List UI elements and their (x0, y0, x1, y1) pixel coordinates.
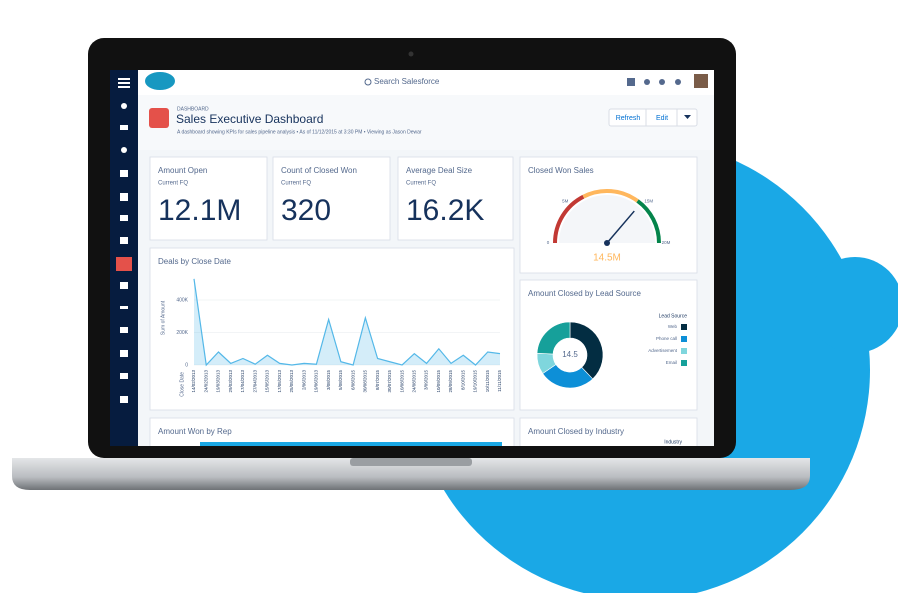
gauge-tick-label: 5M (562, 198, 569, 203)
x-tick-label: 30/08/2015 (363, 370, 368, 393)
laptop-base (12, 458, 810, 490)
y-axis-label: Sum of Amount (160, 300, 166, 335)
gauge-tick-label: 20M (662, 240, 671, 245)
legend-label: Advertisement (648, 348, 678, 353)
rep-title: Amount Won by Rep (158, 427, 232, 436)
x-tick-label: 5/08/2015 (338, 370, 343, 391)
search-icon (364, 78, 372, 86)
sidebar-icons (116, 78, 132, 403)
x-tick-label: 10/08/2015 (399, 370, 404, 393)
kpi-value: 320 (281, 194, 331, 227)
gauge-title: Closed Won Sales (528, 166, 594, 175)
x-tick-label: 11/11/2015 (497, 370, 502, 392)
logo (145, 72, 175, 90)
kpi-card (272, 156, 391, 241)
gauge-needle (606, 210, 635, 244)
x-tick-label: 10/11/2015 (485, 370, 490, 393)
industry-card (519, 417, 698, 446)
header-subtitle: A dashboard showing KPIs for sales pipel… (177, 129, 422, 135)
screen: Search Salesforce DASHBOARD Sales Execut… (110, 70, 714, 446)
x-tick-label: 15/05/2013 (265, 370, 270, 393)
topbar (138, 70, 714, 95)
legend-swatch (681, 336, 687, 342)
gauge-band (582, 189, 639, 203)
x-tick-label: 29/03/2013 (228, 370, 233, 393)
gauge-face (559, 195, 655, 243)
rep-bar (200, 442, 502, 446)
x-tick-label: 8/07/2015 (375, 370, 380, 391)
industry-legend: Industry (664, 439, 682, 445)
y-tick-label: 200K (176, 330, 188, 336)
dashboard-icon (149, 108, 169, 128)
avatar[interactable] (694, 74, 708, 88)
refresh-button[interactable]: Refresh (616, 115, 641, 122)
y-tick-label: 0 (185, 362, 188, 368)
x-tick-label: 28/09/2015 (448, 370, 453, 393)
kpi-title: Average Deal Size (406, 166, 473, 175)
x-tick-label: 24/08/2015 (412, 370, 417, 393)
kpi-card (149, 156, 268, 241)
industry-title: Amount Closed by Industry (528, 427, 624, 436)
x-tick-label: 30/07/2015 (387, 370, 392, 393)
legend-swatch (681, 348, 687, 354)
x-tick-label: 8/10/2015 (460, 370, 465, 391)
x-tick-label: 25/05/2013 (289, 370, 294, 393)
button-group (608, 108, 698, 127)
x-tick-label: 14/02/2013 (191, 370, 196, 393)
x-tick-label: 17/04/2013 (240, 370, 245, 393)
donut-slice (536, 321, 571, 355)
chart-title: Deals by Close Date (158, 257, 231, 266)
x-tick-label: 24/02/2013 (203, 370, 208, 393)
x-tick-label: 10/09/2015 (436, 370, 441, 393)
donut-center: 14.5 (562, 350, 578, 359)
legend-title: Lead Source (659, 313, 688, 319)
gauge-band (636, 199, 661, 244)
header-label: DASHBOARD (177, 106, 209, 112)
notch (350, 458, 472, 466)
x-tick-label: 3/09/2015 (424, 370, 429, 391)
kpi-title: Count of Closed Won (281, 166, 357, 175)
kpi-card (397, 156, 514, 241)
x-tick-label: 2/06/2013 (301, 370, 306, 391)
kpi-subtitle: Current FQ (281, 181, 311, 187)
gauge-hub (604, 240, 610, 246)
kpi-title: Amount Open (158, 166, 207, 175)
donut-title: Amount Closed by Lead Source (528, 289, 642, 298)
rep-card (149, 417, 515, 446)
dropdown[interactable] (684, 115, 691, 119)
legend-swatch (681, 360, 687, 366)
kpi-value: 12.1M (158, 194, 241, 227)
x-tick-label: 19/10/2015 (473, 370, 478, 393)
x-tick-label: 6/08/2015 (350, 370, 355, 391)
x-tick-label: 3/08/2015 (326, 370, 331, 391)
x-tick-label: 17/05/2013 (277, 370, 282, 393)
topbar-icons (627, 78, 681, 86)
y-tick-label: 400K (176, 297, 188, 303)
header-title: Sales Executive Dashboard (176, 112, 323, 126)
x-tick-label: 27/04/2013 (252, 370, 257, 393)
search[interactable]: Search Salesforce (374, 77, 440, 86)
camera (408, 51, 414, 57)
legend-label: Email (666, 360, 677, 365)
gauge-tick-label: 0 (547, 240, 550, 245)
line (193, 278, 501, 367)
legend-swatch (681, 324, 687, 330)
x-tick-label: 19/03/2013 (216, 370, 221, 393)
kpi-subtitle: Current FQ (158, 181, 188, 187)
x-axis-label: Close Date (179, 372, 185, 397)
gauge-tick-label: 15M (644, 198, 653, 203)
donut-slice (569, 321, 604, 380)
legend-label: Phone call (656, 336, 677, 341)
bg-circle-small (807, 257, 898, 353)
gauge-band (553, 194, 585, 244)
x-tick-label: 19/06/2013 (314, 370, 319, 393)
edit-button[interactable]: Edit (656, 115, 668, 122)
kpi-value: 16.2K (406, 194, 484, 227)
legend-label: Web (668, 324, 678, 329)
gauge-value: 14.5M (593, 253, 621, 264)
kpi-subtitle: Current FQ (406, 181, 436, 187)
